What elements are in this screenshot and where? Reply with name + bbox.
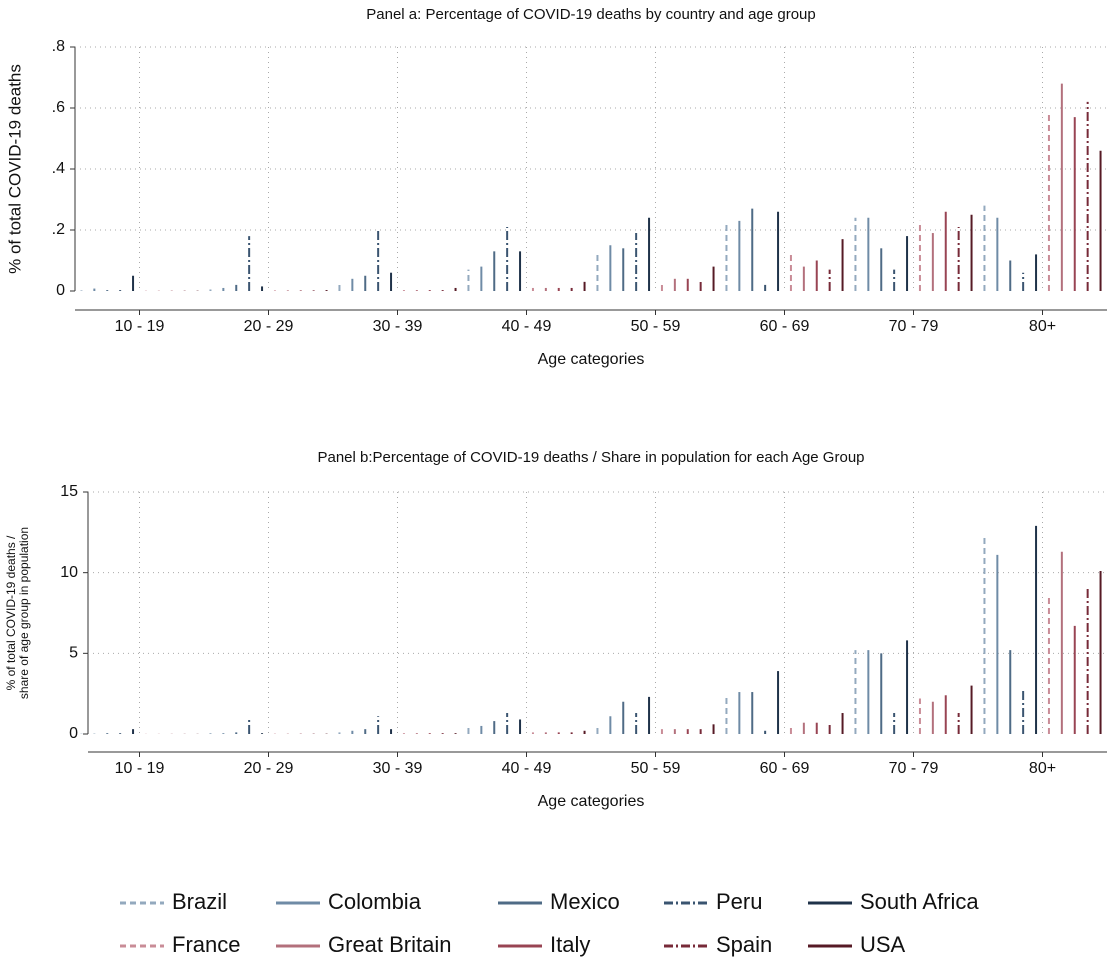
- y-tick-label: .2: [52, 221, 65, 238]
- x-tick-label: 10 - 19: [115, 318, 165, 335]
- legend-label: South Africa: [860, 889, 979, 914]
- legend-label: Colombia: [328, 889, 422, 914]
- x-tick-label: 10 - 19: [115, 760, 165, 777]
- y-tick-label: 10: [60, 564, 78, 581]
- chart-title: Panel a: Percentage of COVID-19 deaths b…: [366, 6, 815, 23]
- x-axis-title: Age categories: [538, 793, 645, 810]
- y-axis-title: % of total COVID-19 deaths /: [4, 535, 18, 690]
- x-tick-label: 60 - 69: [760, 760, 810, 777]
- x-tick-label: 80+: [1029, 760, 1056, 777]
- x-tick-label: 40 - 49: [502, 318, 552, 335]
- chart-title: Panel b:Percentage of COVID-19 deaths / …: [317, 449, 864, 466]
- legend-label: Spain: [716, 932, 772, 957]
- legend-label: Great Britain: [328, 932, 452, 957]
- x-tick-label: 50 - 59: [631, 318, 681, 335]
- y-tick-label: 5: [69, 645, 78, 662]
- x-axis-title: Age categories: [538, 351, 645, 368]
- y-tick-label: 0: [56, 282, 65, 299]
- y-tick-label: .4: [52, 160, 65, 177]
- y-axis-title: % of total COVID-19 deaths: [5, 64, 24, 274]
- legend-label: Mexico: [550, 889, 620, 914]
- y-tick-label: .6: [52, 99, 65, 116]
- y-tick-label: 0: [69, 725, 78, 742]
- y-tick-label: 15: [60, 483, 78, 500]
- x-tick-label: 60 - 69: [760, 318, 810, 335]
- x-tick-label: 80+: [1029, 318, 1056, 335]
- legend-label: Brazil: [172, 889, 227, 914]
- x-tick-label: 70 - 79: [889, 318, 939, 335]
- x-tick-label: 30 - 39: [373, 760, 423, 777]
- x-tick-label: 40 - 49: [502, 760, 552, 777]
- x-tick-label: 50 - 59: [631, 760, 681, 777]
- x-tick-label: 70 - 79: [889, 760, 939, 777]
- legend-label: France: [172, 932, 240, 957]
- legend-label: USA: [860, 932, 906, 957]
- x-tick-label: 30 - 39: [373, 318, 423, 335]
- x-tick-label: 20 - 29: [244, 318, 294, 335]
- x-tick-label: 20 - 29: [244, 760, 294, 777]
- legend-label: Italy: [550, 932, 590, 957]
- y-tick-label: .8: [52, 38, 65, 55]
- y-axis-title: share of age group in population: [17, 527, 31, 699]
- legend-label: Peru: [716, 889, 762, 914]
